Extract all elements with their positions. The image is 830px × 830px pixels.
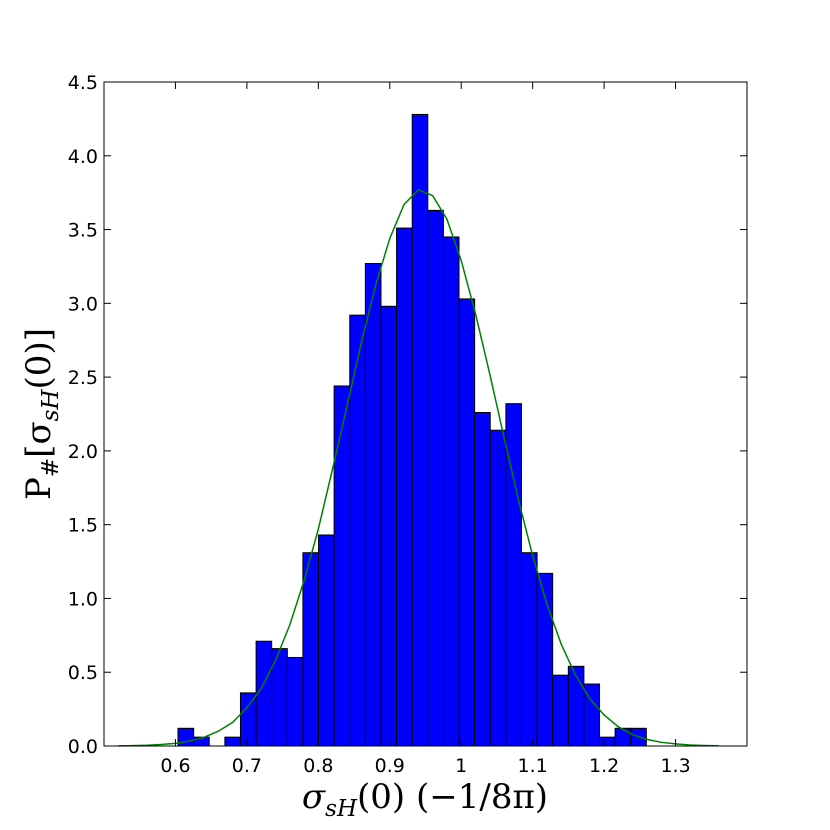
x-tick-label: 0.7: [232, 755, 262, 777]
bar: [177, 727, 195, 747]
x-tick-label: 0.6: [160, 755, 190, 777]
y-tick-label: 0.5: [68, 662, 98, 684]
x-label-symbol: σ: [302, 777, 326, 817]
y-tick-label: 2.5: [68, 367, 98, 389]
bar: [224, 736, 241, 747]
bar: [474, 412, 491, 747]
bar: [333, 385, 351, 747]
bar: [239, 692, 257, 747]
y-tick-label: 0.0: [68, 736, 98, 758]
x-tick-label: 0.8: [303, 755, 333, 777]
bar: [364, 262, 382, 747]
y-tick-label: 4.0: [68, 146, 98, 168]
bar: [567, 665, 585, 747]
x-axis-label: σsH(0) (−1/8π): [302, 777, 548, 822]
bar: [255, 640, 273, 747]
plot-frame: [103, 81, 748, 747]
x-tick-label: 0.9: [375, 755, 405, 777]
y-tick-label: 3.0: [68, 293, 98, 315]
y-tick-label: 4.5: [68, 72, 98, 94]
y-label-open: [σ: [19, 421, 59, 457]
y-tick-label: 2.0: [68, 441, 98, 463]
bar: [489, 429, 507, 747]
fit-curve: [118, 188, 719, 747]
bar: [427, 209, 444, 747]
bar: [302, 552, 320, 747]
bar: [349, 314, 366, 747]
x-label-sub: sH: [325, 796, 358, 822]
y-label-end: (0)]: [19, 328, 59, 389]
y-tick-label: 3.5: [68, 220, 98, 242]
x-tick-label: 1.2: [589, 755, 619, 777]
bar: [442, 236, 460, 747]
y-label-sub2: sH: [38, 389, 64, 422]
bar: [318, 534, 335, 747]
bar: [411, 113, 429, 747]
bar: [286, 656, 304, 747]
y-axis-label: P#[σsH(0)]: [19, 328, 64, 500]
x-label-rest: (0) (−1/8π): [357, 777, 548, 817]
bar: [396, 227, 413, 747]
bar: [520, 552, 538, 747]
bar: [380, 305, 398, 747]
y-label-sub1: #: [38, 458, 64, 477]
bar: [599, 736, 616, 747]
y-tick-label: 1.0: [68, 588, 98, 610]
y-tick-label: 1.5: [68, 515, 98, 537]
x-tick-label: 1: [455, 755, 467, 777]
x-tick-label: 1.3: [660, 755, 690, 777]
y-label-prefix: P: [19, 477, 59, 500]
x-tick-label: 1.1: [518, 755, 548, 777]
bar: [614, 727, 632, 747]
bar: [458, 298, 476, 747]
bar: [552, 674, 569, 747]
